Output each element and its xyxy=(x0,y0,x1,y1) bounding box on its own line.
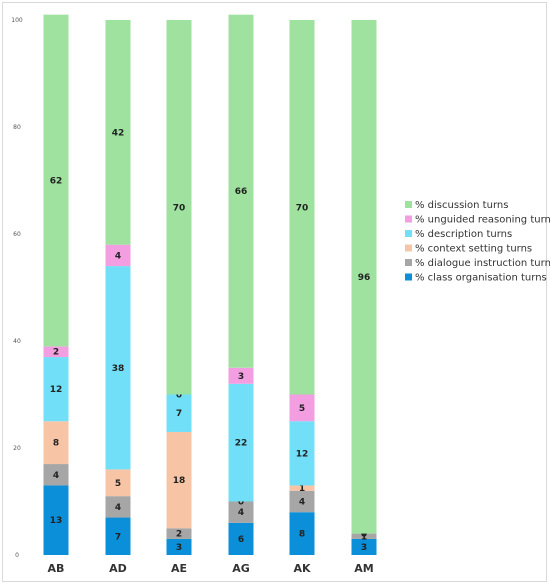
bar-segment xyxy=(105,496,131,518)
bar-segment xyxy=(228,522,254,555)
data-label: 0 xyxy=(238,498,244,508)
data-label: 6 xyxy=(238,535,244,545)
bar-segment xyxy=(289,512,315,555)
data-label: 4 xyxy=(299,498,305,508)
legend-label: % discussion turns xyxy=(415,200,508,211)
y-tick-label: 60 xyxy=(13,231,21,238)
bar-segment xyxy=(43,421,69,465)
y-tick-label: 20 xyxy=(13,445,21,452)
bar-segment xyxy=(351,538,377,555)
bar-segment xyxy=(166,394,192,432)
x-tick-label: AM xyxy=(354,562,373,575)
bar-segment xyxy=(105,517,131,555)
legend-label: % class organisation turns xyxy=(415,273,547,284)
data-label: 1 xyxy=(299,484,305,494)
legend-label: % unguided reasoning turns xyxy=(415,215,550,226)
data-label: 4 xyxy=(53,471,59,481)
bar-segment xyxy=(228,383,254,502)
data-label: 5 xyxy=(299,404,305,414)
data-label: 4 xyxy=(238,508,244,518)
bar-segment xyxy=(351,533,377,539)
data-label: 12 xyxy=(296,449,309,459)
legend-swatch xyxy=(405,201,412,208)
data-label: 0 xyxy=(361,530,367,540)
legend-swatch xyxy=(405,230,412,237)
x-tick-label: AB xyxy=(48,562,65,575)
legend-swatch xyxy=(405,244,412,252)
bar-segment xyxy=(166,431,192,529)
x-tick-label: AE xyxy=(171,562,187,575)
data-label: 3 xyxy=(176,543,182,553)
x-tick-label: AD xyxy=(109,562,127,575)
bar-segment xyxy=(105,20,131,245)
bar-segment xyxy=(166,538,192,555)
bar-segment xyxy=(166,20,192,395)
bar-segment xyxy=(228,367,254,384)
bar-segment xyxy=(166,528,192,539)
data-label: 0 xyxy=(176,391,182,401)
data-label: 96 xyxy=(358,273,371,283)
bar-segment xyxy=(289,490,315,513)
data-label: 12 xyxy=(50,385,63,395)
data-label: 62 xyxy=(50,177,63,187)
bar-segment xyxy=(289,394,315,422)
legend-label: % context setting turns xyxy=(415,244,532,255)
data-label: 2 xyxy=(53,348,59,358)
data-label: 8 xyxy=(53,439,59,449)
data-label: 8 xyxy=(299,530,305,540)
data-label: 38 xyxy=(112,364,125,374)
bar-segment xyxy=(43,485,69,555)
data-label: 0 xyxy=(361,530,367,540)
bar-segment xyxy=(43,346,69,358)
x-tick-label: AG xyxy=(232,562,250,575)
legend-label: % dialogue instruction turns xyxy=(415,258,550,269)
bar-segment xyxy=(43,464,69,486)
data-label: 13 xyxy=(50,516,63,526)
y-tick-label: 0 xyxy=(15,552,19,559)
bar-segment xyxy=(289,421,315,486)
data-label: 7 xyxy=(176,409,182,419)
data-label: 42 xyxy=(112,128,125,138)
data-label: 4 xyxy=(115,251,121,261)
data-label: 3 xyxy=(361,543,367,553)
bar-segment xyxy=(43,14,69,347)
data-label: 66 xyxy=(235,187,248,197)
legend-swatch xyxy=(405,273,412,281)
data-label: 2 xyxy=(176,530,182,540)
x-tick-label: AK xyxy=(293,562,311,575)
legend-label: % description turns xyxy=(415,229,512,240)
data-label: 5 xyxy=(115,479,121,489)
bar-segment xyxy=(105,266,131,470)
data-label: 22 xyxy=(235,439,248,449)
bar-segment xyxy=(105,244,131,267)
bar-segment xyxy=(105,469,131,497)
bar-segment xyxy=(289,485,315,491)
data-label: 18 xyxy=(173,476,186,486)
legend-swatch xyxy=(405,215,412,223)
bar-segment xyxy=(289,20,315,395)
bar-segment xyxy=(228,14,254,368)
data-label: 0 xyxy=(361,530,367,540)
y-tick-label: 40 xyxy=(13,338,21,345)
data-label: 1 xyxy=(361,532,367,542)
data-label: 7 xyxy=(115,532,121,542)
legend-swatch xyxy=(405,259,412,266)
y-tick-label: 100 xyxy=(11,17,23,24)
data-label: 70 xyxy=(296,203,309,213)
bar-segment xyxy=(351,20,377,534)
bar-segment xyxy=(228,501,254,523)
y-tick-label: 80 xyxy=(13,124,21,131)
bar-segment xyxy=(43,357,69,422)
data-label: 3 xyxy=(238,372,244,382)
data-label: 4 xyxy=(115,503,121,513)
data-label: 70 xyxy=(173,203,186,213)
